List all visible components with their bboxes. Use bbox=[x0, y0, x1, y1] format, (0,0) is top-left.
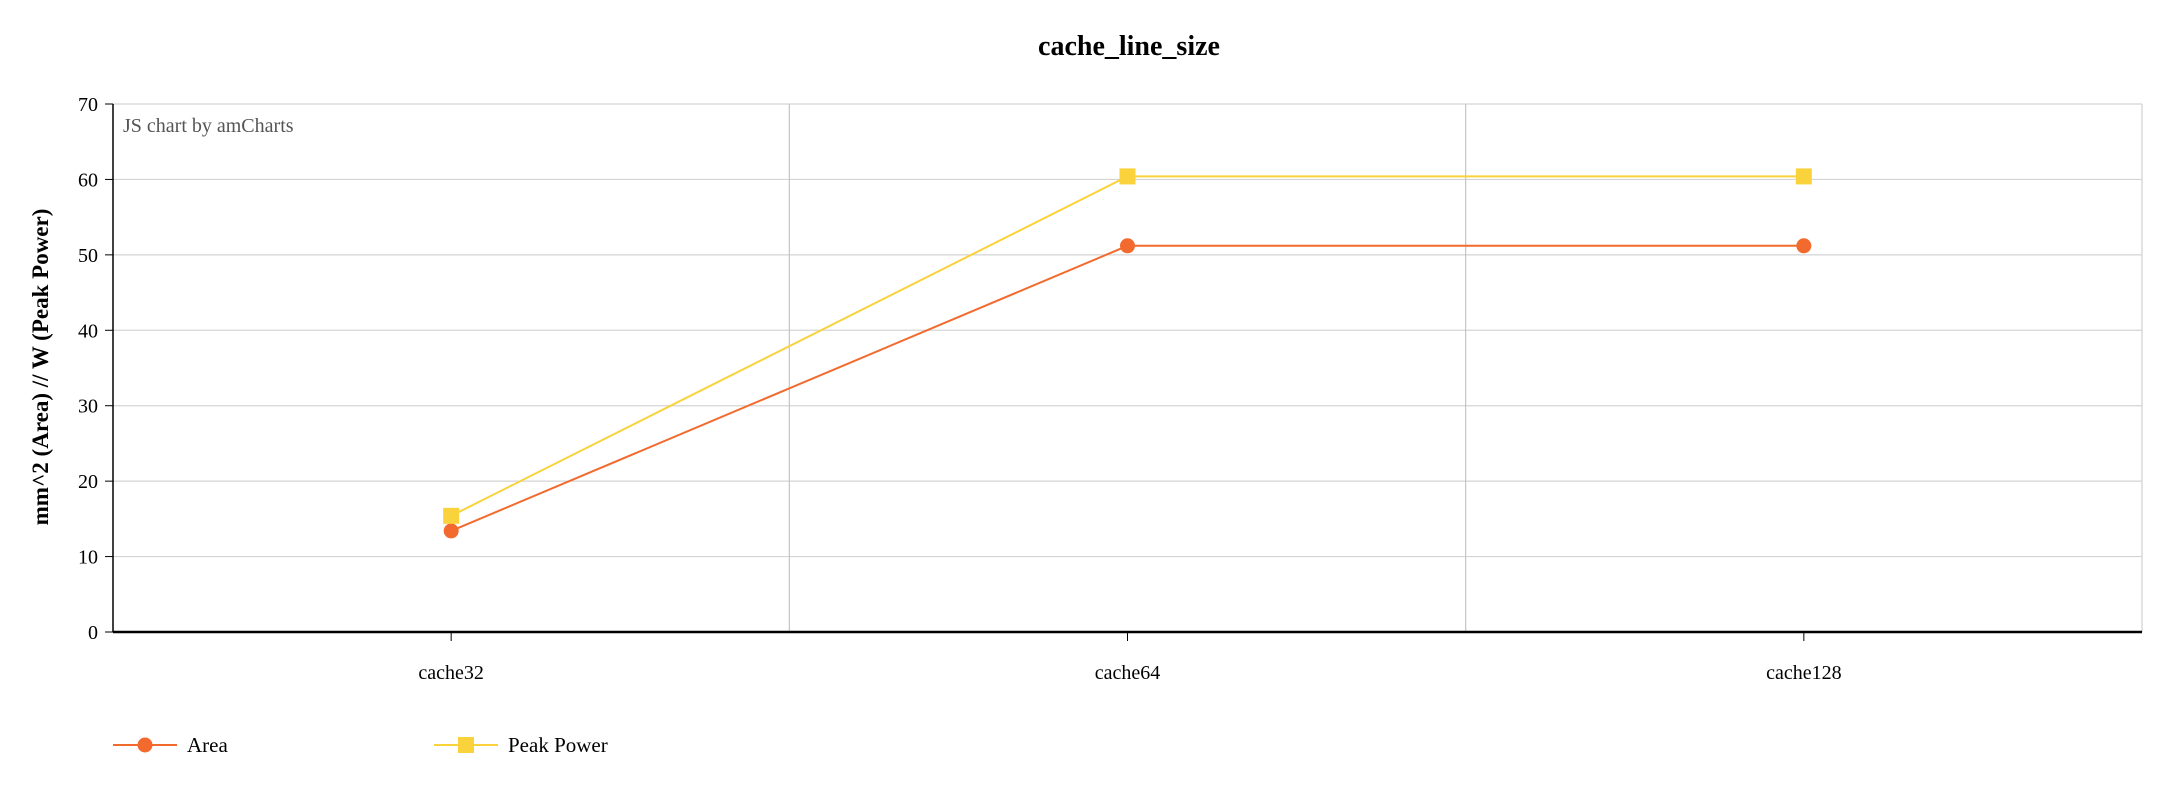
chart-title: cache_line_size bbox=[1038, 31, 1220, 62]
legend-marker bbox=[458, 737, 474, 753]
y-tick-label: 30 bbox=[78, 396, 98, 418]
legend-item-area[interactable]: Area bbox=[113, 733, 228, 757]
data-point-peak-power[interactable] bbox=[1795, 168, 1812, 185]
y-tick-label: 20 bbox=[78, 471, 98, 493]
y-tick-label: 70 bbox=[78, 94, 98, 116]
x-tick-label: cache128 bbox=[1766, 662, 1842, 684]
data-point-area[interactable] bbox=[443, 523, 459, 539]
data-point-peak-power[interactable] bbox=[1119, 168, 1136, 185]
y-tick-label: 10 bbox=[78, 547, 98, 569]
legend: Area Peak Power bbox=[113, 733, 608, 757]
x-tick-label: cache64 bbox=[1095, 662, 1161, 684]
y-tick-label: 0 bbox=[88, 622, 98, 644]
axis-layer: 0 10 20 30 40 50 60 70 cache32 cache64 cache128 bbox=[78, 94, 2142, 684]
y-tick-label: 60 bbox=[78, 169, 98, 191]
x-tick-label: cache32 bbox=[418, 662, 484, 684]
legend-marker bbox=[137, 737, 153, 753]
chart-credit[interactable]: JS chart by amCharts bbox=[123, 115, 294, 137]
data-point-area[interactable] bbox=[1120, 238, 1135, 254]
series-line-peak-power[interactable] bbox=[450, 175, 1804, 517]
y-tick-label: 50 bbox=[78, 245, 98, 267]
y-axis-title: mm^2 (Area) // W (Peak Power) bbox=[28, 209, 53, 526]
y-tick-label: 40 bbox=[78, 320, 98, 342]
legend-label: Peak Power bbox=[508, 733, 608, 757]
series-line-area[interactable] bbox=[450, 244, 1804, 532]
data-point-peak-power[interactable] bbox=[443, 507, 460, 524]
legend-label: Area bbox=[187, 733, 228, 757]
data-point-area[interactable] bbox=[1796, 238, 1812, 254]
series-layer bbox=[443, 168, 1812, 539]
grid-layer bbox=[113, 103, 2143, 632]
legend-item-peak-power[interactable]: Peak Power bbox=[434, 733, 608, 757]
